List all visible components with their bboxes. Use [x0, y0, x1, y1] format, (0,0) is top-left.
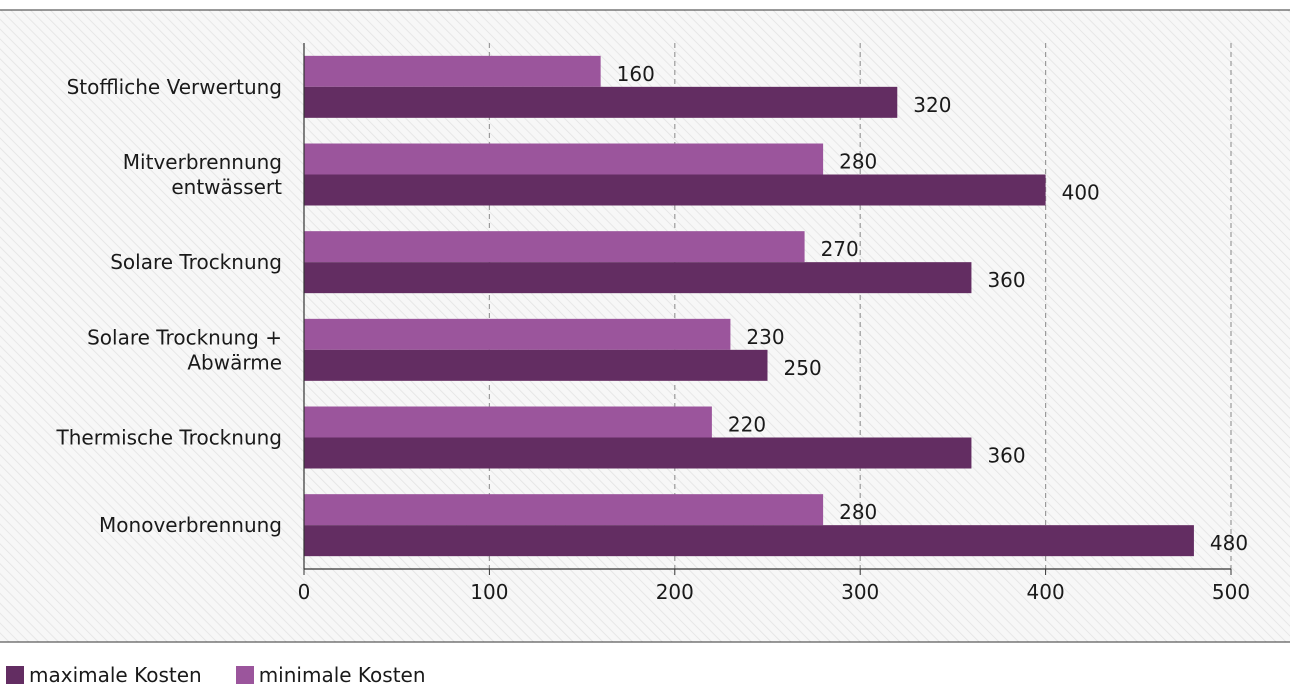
bar-max-4 — [304, 437, 972, 469]
x-tick-label: 400 — [1027, 580, 1065, 604]
data-label: 480 — [1210, 531, 1248, 555]
category-label: Solare Trocknung — [110, 250, 282, 274]
data-label: 360 — [987, 268, 1025, 292]
category-label: Stoffliche Verwertung — [67, 75, 282, 99]
category-label: Thermische Trocknung — [56, 426, 282, 450]
x-tick-label: 300 — [841, 580, 879, 604]
bar-min-1 — [304, 143, 824, 175]
legend-item: maximale Kosten — [6, 663, 202, 687]
legend-label: minimale Kosten — [258, 663, 426, 687]
bar-max-0 — [304, 86, 898, 118]
data-label: 250 — [784, 356, 822, 380]
data-label: 280 — [839, 150, 877, 174]
category-label: Monoverbrennung — [99, 513, 282, 537]
category-label: Mitverbrennung — [123, 150, 282, 174]
data-label: 400 — [1062, 181, 1100, 205]
bar-min-0 — [304, 55, 601, 87]
bar-max-1 — [304, 174, 1046, 206]
x-tick-label: 100 — [470, 580, 508, 604]
bar-max-2 — [304, 262, 972, 294]
legend-swatch — [6, 666, 24, 684]
category-label: Abwärme — [187, 350, 282, 374]
data-label: 230 — [746, 325, 784, 349]
legend-item: minimale Kosten — [235, 663, 426, 687]
x-tick-label: 0 — [298, 580, 311, 604]
bar-max-3 — [304, 349, 768, 381]
data-label: 360 — [987, 444, 1025, 468]
bar-min-5 — [304, 494, 824, 526]
bar-min-2 — [304, 231, 805, 263]
data-label: 280 — [839, 500, 877, 524]
bar-min-4 — [304, 406, 712, 438]
data-label: 270 — [821, 237, 859, 261]
bar-min-3 — [304, 318, 731, 350]
bar-max-5 — [304, 525, 1194, 557]
x-tick-label: 200 — [656, 580, 694, 604]
legend-label: maximale Kosten — [29, 663, 202, 687]
data-label: 220 — [728, 413, 766, 437]
data-label: 320 — [913, 93, 951, 117]
legend-swatch — [235, 666, 254, 684]
data-label: 160 — [617, 62, 655, 86]
x-tick-label: 500 — [1212, 580, 1250, 604]
category-label: Solare Trocknung + — [87, 325, 282, 349]
legend: maximale Kosten minimale Kosten — [6, 663, 426, 687]
category-label: entwässert — [171, 175, 282, 199]
